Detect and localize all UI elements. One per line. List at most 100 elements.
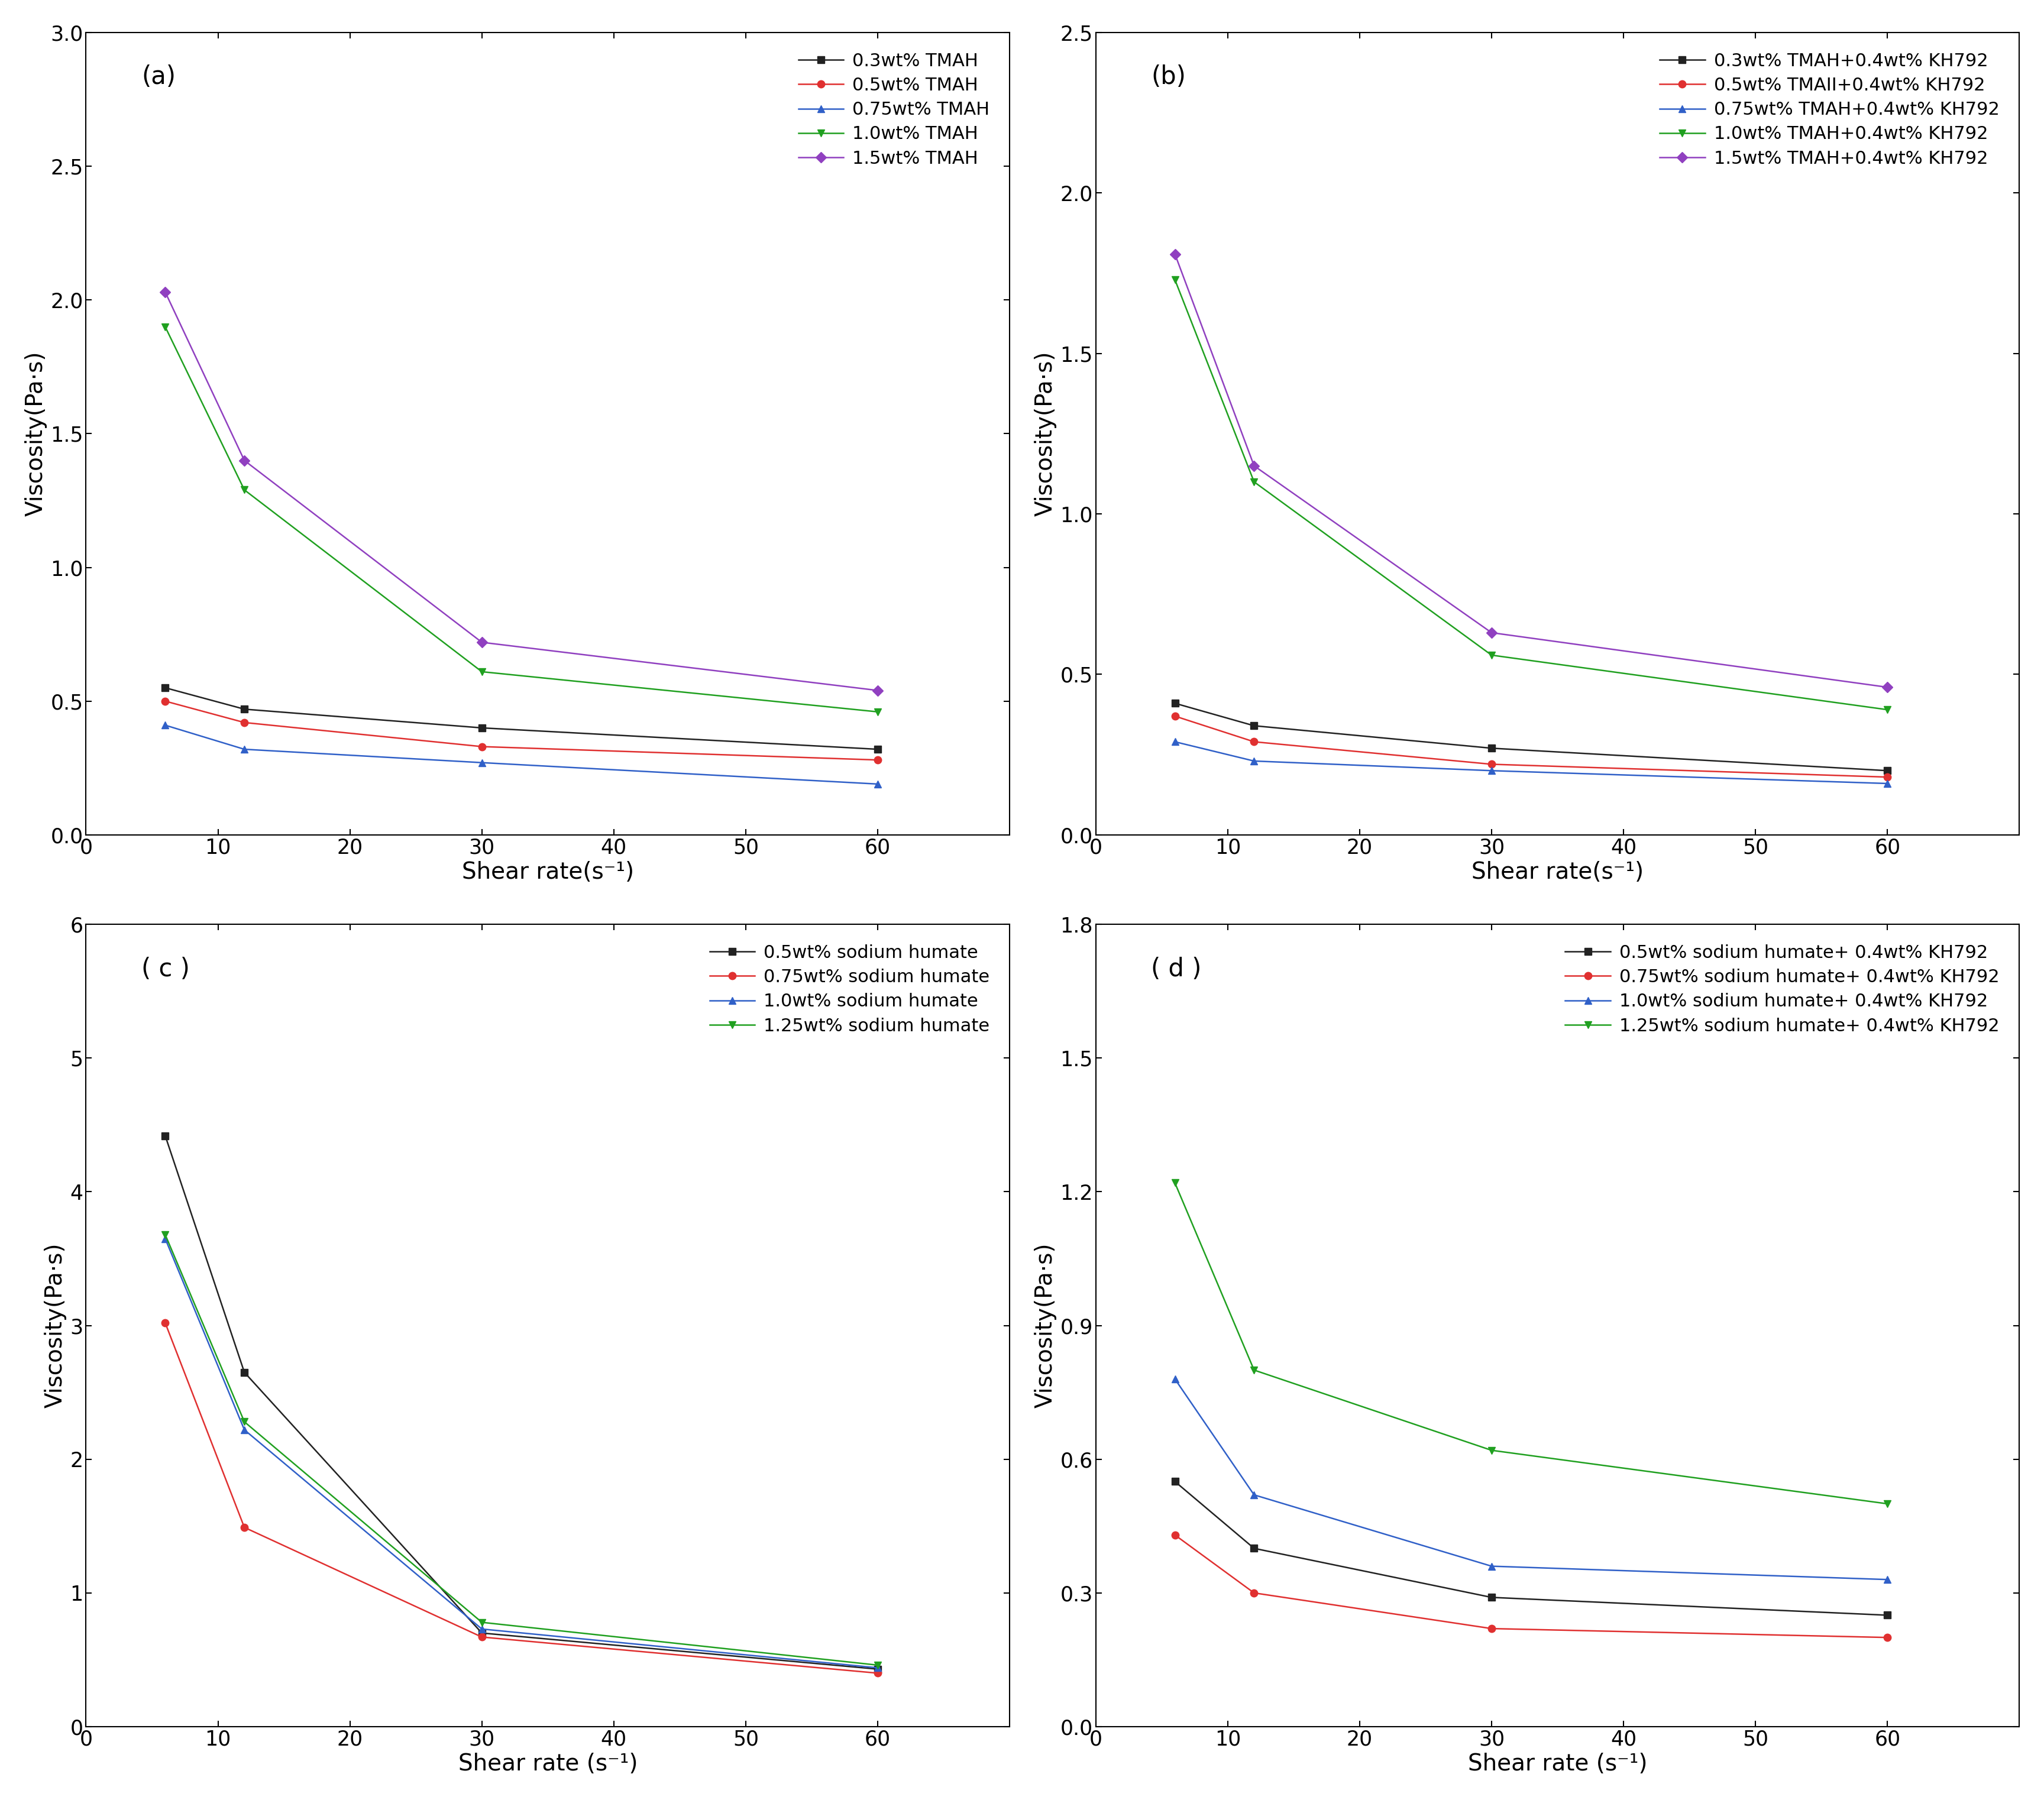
0.5wt% sodium humate+ 0.4wt% KH792 bbox=[1243, 1537, 1267, 1559]
0.5wt% sodium humate+ 0.4wt% KH792 bbox=[1480, 1586, 1504, 1607]
1.5wt% TMAH bbox=[470, 632, 495, 653]
0.5wt% sodium humate+ 0.4wt% KH792 bbox=[1163, 1471, 1188, 1492]
0.5wt% TMAII+0.4wt% KH792 bbox=[1163, 706, 1188, 727]
1.5wt% TMAH+0.4wt% KH792 bbox=[1243, 455, 1267, 477]
1.0wt% TMAH+0.4wt% KH792 bbox=[1480, 644, 1504, 666]
Legend: 0.3wt% TMAH+0.4wt% KH792, 0.5wt% TMAII+0.4wt% KH792, 0.75wt% TMAH+0.4wt% KH792, : 0.3wt% TMAH+0.4wt% KH792, 0.5wt% TMAII+0… bbox=[1650, 41, 2011, 178]
0.3wt% TMAH+0.4wt% KH792 bbox=[1163, 693, 1188, 715]
1.0wt% TMAH bbox=[865, 700, 889, 722]
0.75wt% TMAH+0.4wt% KH792 bbox=[1480, 760, 1504, 781]
0.5wt% TMAII+0.4wt% KH792 bbox=[1480, 754, 1504, 776]
0.75wt% sodium humate bbox=[470, 1625, 495, 1647]
X-axis label: Shear rate (s⁻¹): Shear rate (s⁻¹) bbox=[1468, 1753, 1647, 1775]
0.5wt% sodium humate bbox=[470, 1622, 495, 1643]
0.75wt% TMAH+0.4wt% KH792 bbox=[1243, 751, 1267, 772]
1.25wt% sodium humate+ 0.4wt% KH792 bbox=[1243, 1359, 1267, 1381]
Line: 1.25wt% sodium humate+ 0.4wt% KH792: 1.25wt% sodium humate+ 0.4wt% KH792 bbox=[1171, 1179, 1891, 1507]
0.5wt% TMAII+0.4wt% KH792 bbox=[1874, 767, 1899, 788]
0.3wt% TMAH+0.4wt% KH792 bbox=[1243, 715, 1267, 736]
Legend: 0.3wt% TMAH, 0.5wt% TMAH, 0.75wt% TMAH, 1.0wt% TMAH, 1.5wt% TMAH: 0.3wt% TMAH, 0.5wt% TMAH, 0.75wt% TMAH, … bbox=[787, 41, 1002, 178]
1.5wt% TMAH bbox=[865, 680, 889, 702]
0.3wt% TMAH bbox=[470, 716, 495, 738]
0.5wt% sodium humate bbox=[865, 1658, 889, 1679]
1.0wt% sodium humate+ 0.4wt% KH792 bbox=[1163, 1368, 1188, 1390]
Y-axis label: Viscosity(Pa·s): Viscosity(Pa·s) bbox=[1034, 351, 1057, 517]
X-axis label: Shear rate(s⁻¹): Shear rate(s⁻¹) bbox=[1472, 860, 1643, 884]
1.0wt% sodium humate+ 0.4wt% KH792 bbox=[1874, 1570, 1899, 1591]
X-axis label: Shear rate (s⁻¹): Shear rate (s⁻¹) bbox=[458, 1753, 638, 1775]
Line: 0.5wt% TMAH: 0.5wt% TMAH bbox=[161, 697, 881, 763]
0.5wt% TMAH bbox=[233, 711, 258, 733]
Text: ( d ): ( d ) bbox=[1151, 956, 1202, 981]
1.0wt% TMAH bbox=[153, 317, 178, 338]
1.0wt% TMAH+0.4wt% KH792 bbox=[1163, 268, 1188, 290]
1.25wt% sodium humate bbox=[153, 1224, 178, 1246]
0.3wt% TMAH+0.4wt% KH792 bbox=[1480, 738, 1504, 760]
0.75wt% TMAH+0.4wt% KH792 bbox=[1874, 772, 1899, 794]
1.5wt% TMAH bbox=[233, 450, 258, 472]
0.5wt% TMAH bbox=[865, 749, 889, 770]
0.75wt% sodium humate+ 0.4wt% KH792 bbox=[1163, 1525, 1188, 1546]
0.5wt% TMAII+0.4wt% KH792 bbox=[1243, 731, 1267, 752]
0.3wt% TMAH+0.4wt% KH792 bbox=[1874, 760, 1899, 781]
1.0wt% sodium humate bbox=[865, 1658, 889, 1679]
1.5wt% TMAH+0.4wt% KH792 bbox=[1480, 621, 1504, 643]
1.25wt% sodium humate bbox=[470, 1611, 495, 1633]
0.75wt% sodium humate+ 0.4wt% KH792 bbox=[1480, 1618, 1504, 1640]
1.25wt% sodium humate+ 0.4wt% KH792 bbox=[1874, 1492, 1899, 1514]
0.75wt% TMAH bbox=[470, 752, 495, 774]
Line: 0.3wt% TMAH+0.4wt% KH792: 0.3wt% TMAH+0.4wt% KH792 bbox=[1171, 700, 1891, 774]
0.5wt% TMAH bbox=[470, 736, 495, 758]
X-axis label: Shear rate(s⁻¹): Shear rate(s⁻¹) bbox=[462, 860, 634, 884]
0.5wt% sodium humate bbox=[233, 1361, 258, 1382]
1.0wt% sodium humate bbox=[233, 1418, 258, 1440]
Line: 0.5wt% TMAII+0.4wt% KH792: 0.5wt% TMAII+0.4wt% KH792 bbox=[1171, 713, 1891, 781]
0.75wt% sodium humate bbox=[233, 1517, 258, 1539]
Line: 1.0wt% sodium humate+ 0.4wt% KH792: 1.0wt% sodium humate+ 0.4wt% KH792 bbox=[1171, 1375, 1891, 1584]
0.5wt% sodium humate bbox=[153, 1125, 178, 1147]
Line: 1.5wt% TMAH+0.4wt% KH792: 1.5wt% TMAH+0.4wt% KH792 bbox=[1171, 250, 1891, 691]
Legend: 0.5wt% sodium humate, 0.75wt% sodium humate, 1.0wt% sodium humate, 1.25wt% sodiu: 0.5wt% sodium humate, 0.75wt% sodium hum… bbox=[699, 934, 1002, 1046]
Line: 0.5wt% sodium humate+ 0.4wt% KH792: 0.5wt% sodium humate+ 0.4wt% KH792 bbox=[1171, 1478, 1891, 1618]
0.3wt% TMAH bbox=[233, 698, 258, 720]
Y-axis label: Viscosity(Pa·s): Viscosity(Pa·s) bbox=[25, 351, 47, 517]
0.75wt% sodium humate+ 0.4wt% KH792 bbox=[1243, 1582, 1267, 1604]
Text: (a): (a) bbox=[141, 65, 176, 90]
1.5wt% TMAH+0.4wt% KH792 bbox=[1163, 243, 1188, 265]
Text: ( c ): ( c ) bbox=[141, 956, 190, 981]
0.5wt% TMAH bbox=[153, 691, 178, 713]
Y-axis label: Viscosity(Pa·s): Viscosity(Pa·s) bbox=[1034, 1242, 1057, 1408]
0.75wt% sodium humate+ 0.4wt% KH792 bbox=[1874, 1627, 1899, 1649]
1.25wt% sodium humate+ 0.4wt% KH792 bbox=[1480, 1440, 1504, 1462]
1.0wt% sodium humate+ 0.4wt% KH792 bbox=[1480, 1555, 1504, 1577]
Line: 1.5wt% TMAH: 1.5wt% TMAH bbox=[161, 288, 881, 695]
0.75wt% TMAH bbox=[865, 774, 889, 796]
Line: 0.5wt% sodium humate: 0.5wt% sodium humate bbox=[161, 1132, 881, 1672]
Legend: 0.5wt% sodium humate+ 0.4wt% KH792, 0.75wt% sodium humate+ 0.4wt% KH792, 1.0wt% : 0.5wt% sodium humate+ 0.4wt% KH792, 0.75… bbox=[1553, 934, 2011, 1046]
Line: 0.75wt% TMAH: 0.75wt% TMAH bbox=[161, 722, 881, 788]
Line: 1.0wt% sodium humate: 1.0wt% sodium humate bbox=[161, 1235, 881, 1672]
0.75wt% TMAH bbox=[153, 715, 178, 736]
1.25wt% sodium humate+ 0.4wt% KH792 bbox=[1163, 1172, 1188, 1193]
Line: 0.3wt% TMAH: 0.3wt% TMAH bbox=[161, 684, 881, 752]
1.0wt% sodium humate+ 0.4wt% KH792 bbox=[1243, 1483, 1267, 1505]
Text: (b): (b) bbox=[1151, 65, 1186, 90]
Line: 0.75wt% sodium humate: 0.75wt% sodium humate bbox=[161, 1319, 881, 1678]
1.0wt% TMAH+0.4wt% KH792 bbox=[1243, 472, 1267, 493]
0.5wt% sodium humate+ 0.4wt% KH792 bbox=[1874, 1604, 1899, 1625]
Line: 1.0wt% TMAH: 1.0wt% TMAH bbox=[161, 322, 881, 716]
Y-axis label: Viscosity(Pa·s): Viscosity(Pa·s) bbox=[45, 1242, 67, 1408]
Line: 1.0wt% TMAH+0.4wt% KH792: 1.0wt% TMAH+0.4wt% KH792 bbox=[1171, 275, 1891, 713]
Line: 1.25wt% sodium humate: 1.25wt% sodium humate bbox=[161, 1231, 881, 1669]
Line: 0.75wt% TMAH+0.4wt% KH792: 0.75wt% TMAH+0.4wt% KH792 bbox=[1171, 738, 1891, 787]
1.0wt% TMAH+0.4wt% KH792 bbox=[1874, 698, 1899, 720]
1.0wt% sodium humate bbox=[470, 1618, 495, 1640]
1.0wt% sodium humate bbox=[153, 1228, 178, 1249]
0.75wt% sodium humate bbox=[865, 1663, 889, 1685]
0.3wt% TMAH bbox=[865, 738, 889, 760]
1.5wt% TMAH+0.4wt% KH792 bbox=[1874, 677, 1899, 698]
0.75wt% TMAH bbox=[233, 738, 258, 760]
1.5wt% TMAH bbox=[153, 281, 178, 302]
1.25wt% sodium humate bbox=[233, 1411, 258, 1433]
0.75wt% TMAH+0.4wt% KH792 bbox=[1163, 731, 1188, 752]
